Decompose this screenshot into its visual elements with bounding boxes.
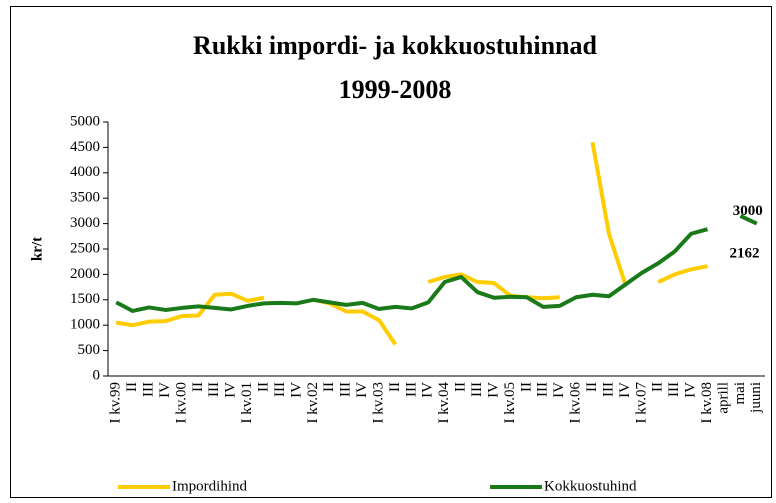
x-tick-label: I kv.03	[370, 382, 386, 424]
legend-label: Kokkuostuhind	[544, 478, 637, 494]
x-tick-label: IV	[617, 382, 633, 398]
x-tick-label: III	[666, 382, 682, 397]
x-tick-label: III	[403, 382, 419, 397]
y-tick-label: 1500	[70, 291, 100, 307]
legend-label: Impordihind	[172, 478, 247, 494]
y-tick-label: 3500	[70, 190, 100, 206]
x-tick-label: I kv.07	[633, 382, 649, 424]
x-tick-label: IV	[157, 382, 173, 398]
x-tick-label: IV	[485, 382, 501, 398]
series-line	[657, 264, 708, 284]
x-tick-label: mai	[732, 382, 748, 405]
y-tick-label: 0	[93, 367, 101, 383]
series-line	[115, 291, 265, 328]
y-tick-label: 1000	[70, 317, 100, 333]
series-line	[115, 227, 709, 313]
x-tick-label: I kv.00	[173, 382, 189, 424]
x-tick-label: III	[272, 382, 288, 397]
x-tick-label: III	[141, 382, 157, 397]
y-tick-label: 5000	[70, 113, 100, 129]
series-line	[427, 272, 560, 301]
x-tick-label: IV	[683, 382, 699, 398]
series-line	[739, 214, 758, 226]
chart-title: Rukki impordi- ja kokkuostuhinnad	[193, 31, 597, 60]
x-tick-label: I kv.01	[239, 382, 255, 424]
x-tick-label: aprill	[715, 382, 731, 414]
x-tick-label: IV	[420, 382, 436, 398]
x-tick-label: II	[584, 382, 600, 392]
x-tick-label: I kv.04	[436, 382, 452, 424]
y-tick-label: 500	[78, 342, 101, 358]
x-tick-label: I kv.99	[108, 382, 124, 424]
x-tick-label: II	[255, 382, 271, 392]
x-tick-label: III	[600, 382, 616, 397]
y-tick-label: 4500	[70, 139, 100, 155]
y-axis-label: kr/t	[29, 237, 45, 261]
y-tick-label: 2500	[70, 240, 100, 256]
x-tick-label: I kv.02	[305, 382, 321, 424]
x-tick-label: II	[518, 382, 534, 392]
chart-subtitle: 1999-2008	[339, 75, 452, 104]
x-tick-label: juuni	[748, 382, 764, 414]
x-tick-label: I kv.05	[502, 382, 518, 424]
chart-frame	[10, 6, 772, 498]
x-tick-label: II	[650, 382, 666, 392]
x-tick-label: III	[535, 382, 551, 397]
y-tick-label: 3000	[70, 215, 100, 231]
data-label: 2162	[730, 246, 760, 262]
x-tick-label: III	[469, 382, 485, 397]
x-tick-label: II	[321, 382, 337, 392]
x-tick-label: IV	[551, 382, 567, 398]
series-line	[590, 141, 628, 286]
x-tick-label: II	[453, 382, 469, 392]
x-tick-label: II	[124, 382, 140, 392]
x-tick-label: I kv.08	[699, 382, 715, 424]
x-tick-label: III	[206, 382, 222, 397]
y-tick-label: 4000	[70, 164, 100, 180]
x-tick-label: II	[387, 382, 403, 392]
x-tick-label: IV	[354, 382, 370, 398]
x-tick-label: IV	[288, 382, 304, 398]
data-label: 3000	[733, 203, 763, 219]
x-tick-label: I kv.06	[568, 382, 584, 424]
x-tick-label: IV	[223, 382, 239, 398]
y-tick-label: 2000	[70, 266, 100, 282]
x-tick-label: II	[190, 382, 206, 392]
x-tick-label: III	[338, 382, 354, 397]
